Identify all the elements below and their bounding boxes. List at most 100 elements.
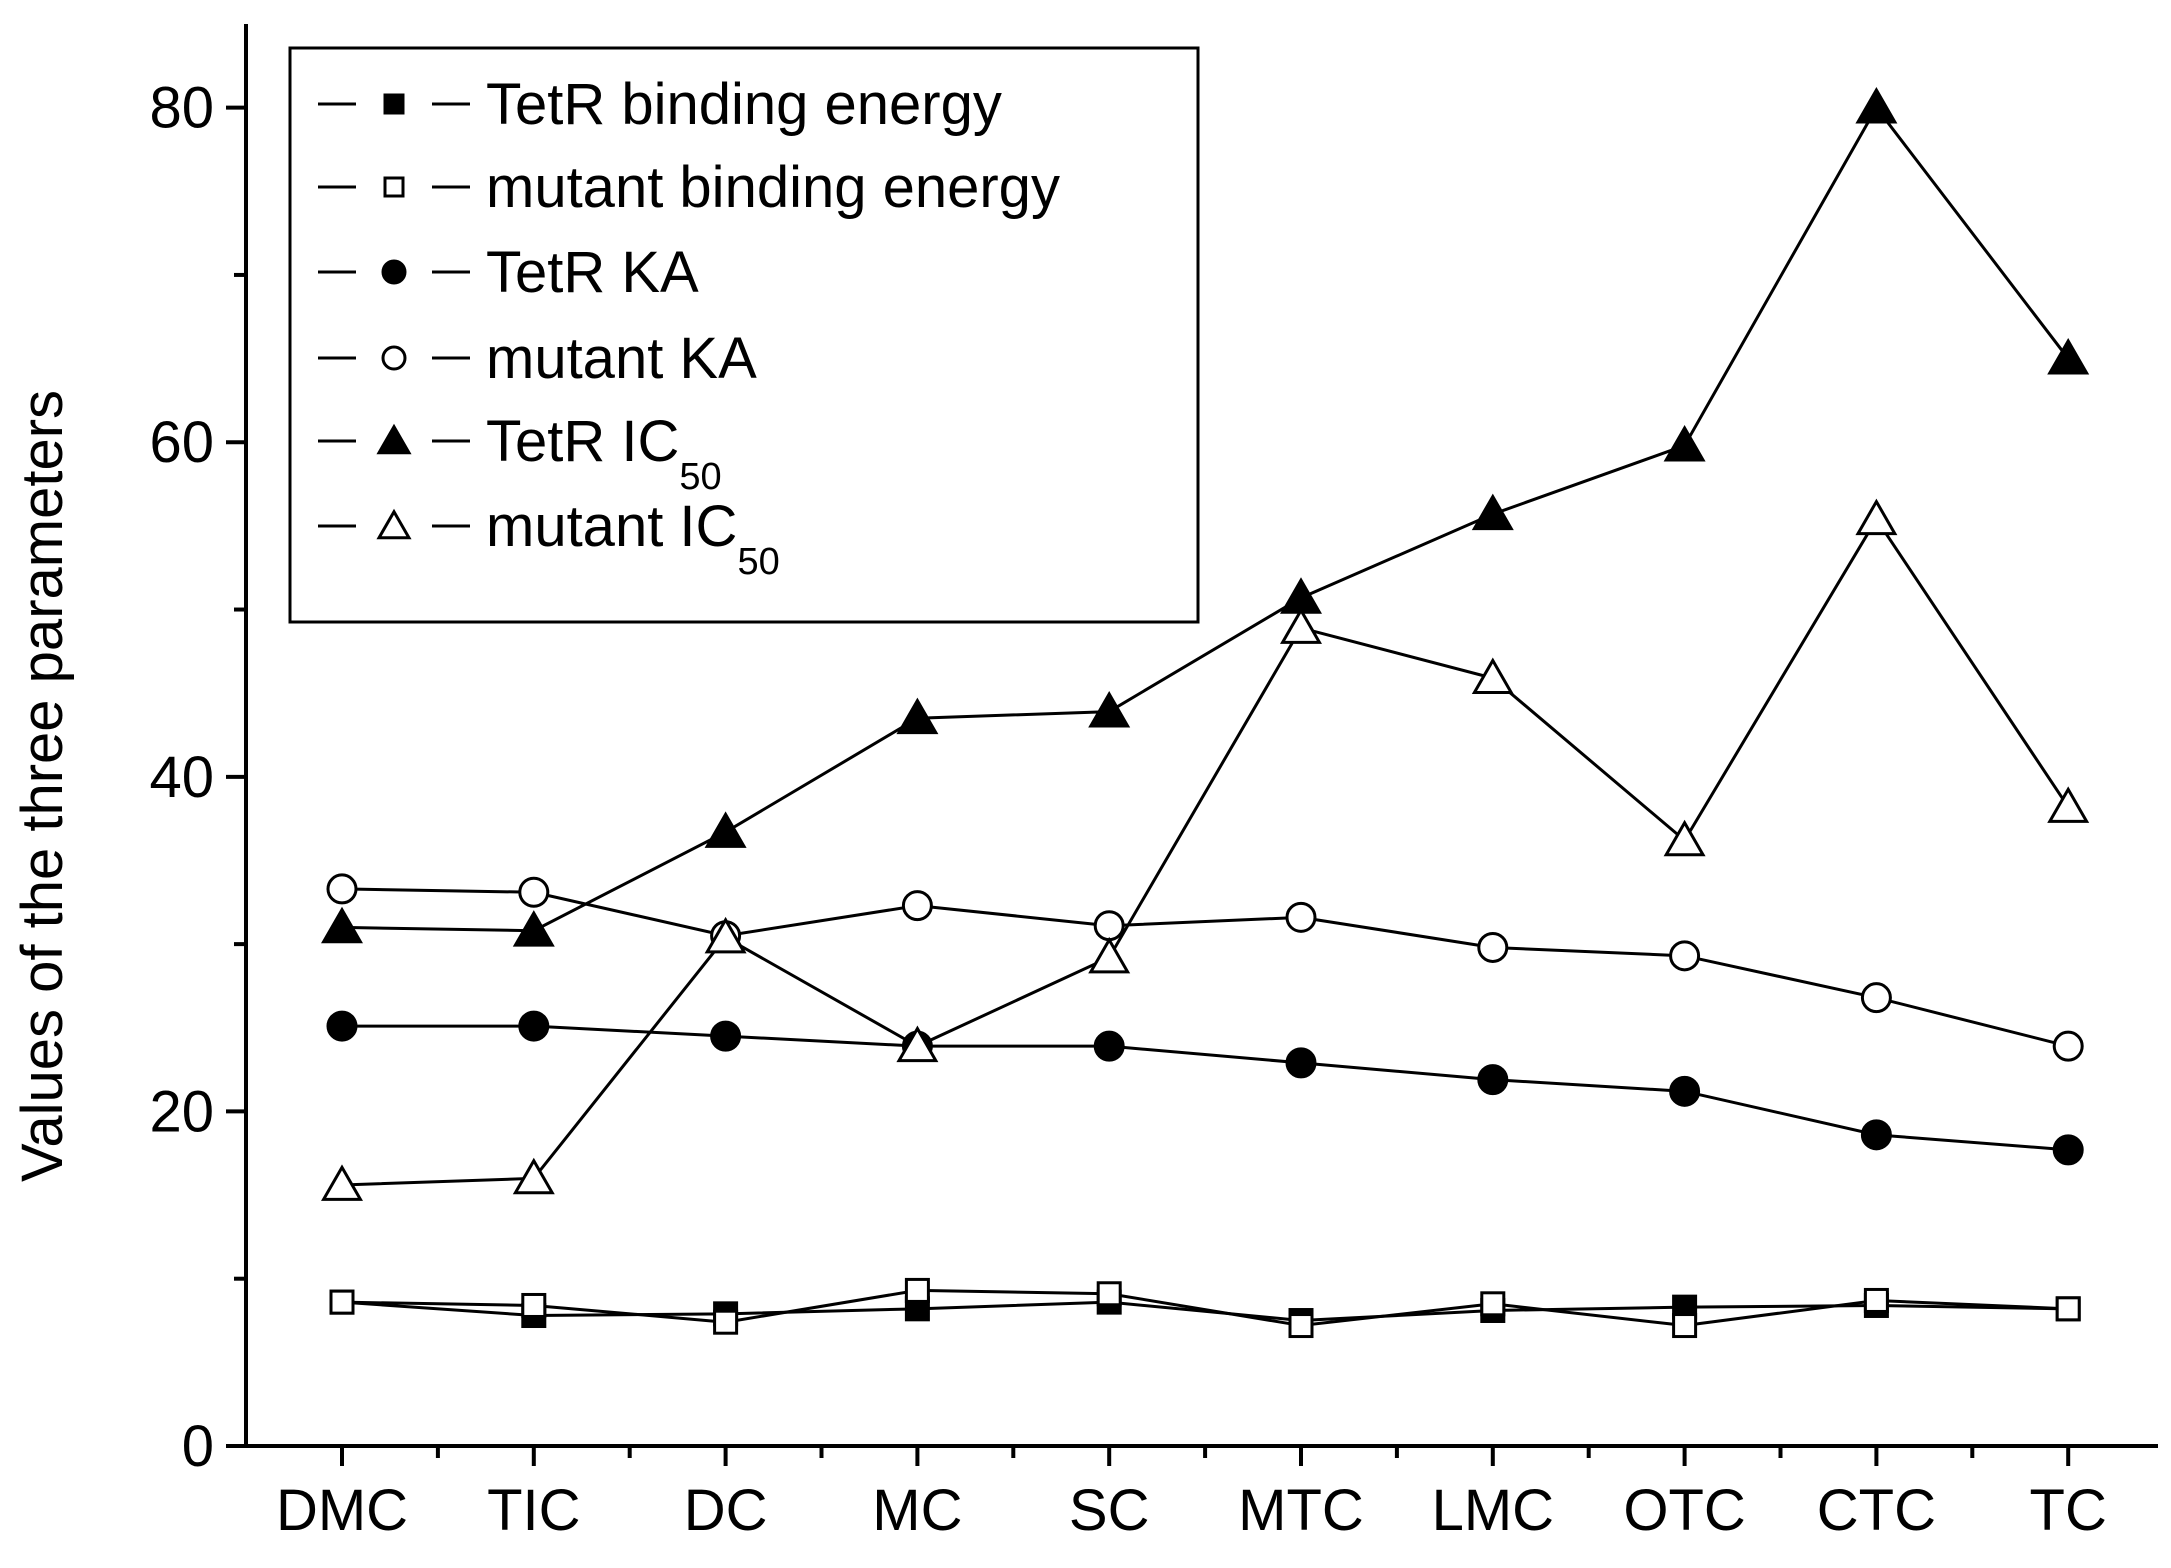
- data-point: [1663, 819, 1706, 857]
- data-point: [1863, 1287, 1889, 1313]
- data-point: [1855, 498, 1898, 536]
- data-point: [326, 873, 358, 905]
- series-line: [341, 104, 2070, 933]
- data-point: [1088, 690, 1131, 728]
- legend-item: mutant binding energy: [318, 155, 1060, 220]
- series-mutant-binding-energy: [329, 1277, 2081, 1339]
- legend-marker: [381, 259, 407, 285]
- y-tick-label: 40: [149, 745, 214, 810]
- x-tick-label: DMC: [276, 1478, 408, 1543]
- y-tick-label: 20: [149, 1079, 214, 1144]
- x-tick-label: OTC: [1623, 1478, 1745, 1543]
- series-tetr-ka: [326, 1010, 2084, 1166]
- data-point: [896, 1025, 939, 1063]
- data-point: [896, 697, 939, 735]
- data-point: [1669, 1075, 1701, 1107]
- legend-item: mutant IC50: [318, 494, 780, 583]
- legend-item: mutant KA: [318, 326, 757, 391]
- legend-marker: [383, 176, 405, 198]
- data-point: [512, 910, 555, 947]
- data-point: [329, 1289, 355, 1315]
- data-point: [904, 1277, 930, 1303]
- data-point: [1088, 936, 1131, 974]
- series-line: [342, 1024, 2069, 1152]
- data-point: [518, 876, 550, 908]
- x-tick-label: TIC: [487, 1478, 580, 1543]
- data-point: [710, 1020, 742, 1052]
- y-tick-label: 80: [149, 76, 214, 141]
- data-point: [1855, 87, 1898, 124]
- legend-label-main: mutant binding energy: [486, 155, 1060, 220]
- data-point: [704, 811, 747, 848]
- data-point: [2052, 1134, 2084, 1166]
- legend-label-main: mutant IC: [486, 494, 737, 559]
- data-point: [512, 1157, 555, 1195]
- legend-label-main: TetR KA: [486, 240, 699, 305]
- x-tick-label: CTC: [1817, 1478, 1936, 1543]
- legend-item: TetR KA: [318, 240, 699, 305]
- data-point: [1663, 424, 1706, 462]
- x-tick-label: MTC: [1238, 1478, 1364, 1543]
- legend-label: mutant binding energy: [486, 155, 1060, 220]
- legend-label: TetR KA: [486, 240, 699, 305]
- series-tetr-ic50: [321, 87, 2090, 947]
- data-point: [1860, 982, 1892, 1014]
- legend-label: TetR IC50: [486, 409, 722, 498]
- data-point: [1288, 1313, 1314, 1339]
- x-tick-label: DC: [684, 1478, 768, 1543]
- data-point: [1280, 607, 1322, 644]
- x-tick-label: LMC: [1432, 1478, 1554, 1543]
- x-tick-label: SC: [1069, 1478, 1150, 1543]
- legend-label-main: mutant KA: [486, 326, 757, 391]
- data-point: [1477, 1064, 1509, 1096]
- legend-marker: [376, 508, 412, 540]
- legend-label-subscript: 50: [737, 541, 779, 583]
- data-point: [321, 906, 363, 944]
- data-point: [2047, 786, 2090, 823]
- data-point: [1672, 1313, 1698, 1339]
- legend-label-main: TetR IC: [486, 409, 679, 474]
- data-point: [1669, 940, 1701, 972]
- legend-marker: [381, 345, 407, 371]
- y-tick-label: 0: [182, 1414, 214, 1479]
- data-point: [1471, 493, 1514, 531]
- legend: TetR binding energy mutant binding energy…: [288, 46, 1200, 624]
- data-point: [2047, 337, 2090, 375]
- data-point: [1285, 901, 1317, 933]
- data-point: [1093, 1030, 1125, 1062]
- data-point: [521, 1292, 547, 1318]
- y-tick-label: 60: [149, 410, 214, 475]
- x-tick-label: TC: [2030, 1478, 2107, 1543]
- legend-item: TetR binding energy: [318, 72, 1002, 137]
- data-point: [1860, 1119, 1892, 1151]
- legend-label: mutant IC50: [486, 494, 780, 583]
- data-point: [518, 1010, 550, 1042]
- data-point: [321, 1164, 363, 1201]
- data-point: [2052, 1030, 2084, 1062]
- legend-label: TetR binding energy: [486, 72, 1002, 137]
- data-point: [1477, 931, 1509, 963]
- data-point: [1480, 1291, 1506, 1317]
- data-point: [1285, 1047, 1317, 1079]
- y-axis-label: Values of the three parameters: [10, 390, 75, 1182]
- data-point: [326, 1010, 358, 1042]
- series-mutant-ic50: [321, 498, 2090, 1201]
- data-point: [1096, 1281, 1122, 1307]
- series-line: [341, 887, 2069, 1048]
- data-point: [1471, 657, 1514, 695]
- data-point: [713, 1309, 739, 1335]
- data-point: [901, 890, 933, 922]
- data-point: [2055, 1296, 2081, 1322]
- legend-label: mutant KA: [486, 326, 757, 391]
- data-point: [704, 916, 747, 954]
- axes: 0 20 40 60 80 DMC TIC DC MC SC MTC LMC OTC CTC TC: [149, 24, 2158, 1543]
- legend-marker: [383, 93, 405, 115]
- data-point: [1093, 910, 1125, 942]
- x-tick-label: MC: [872, 1478, 962, 1543]
- series-line: [341, 1288, 2069, 1328]
- legend-label-main: TetR binding energy: [486, 72, 1002, 137]
- series-line: [341, 516, 2070, 1187]
- legend-item: TetR IC50: [318, 409, 722, 498]
- legend-label-subscript: 50: [679, 456, 721, 498]
